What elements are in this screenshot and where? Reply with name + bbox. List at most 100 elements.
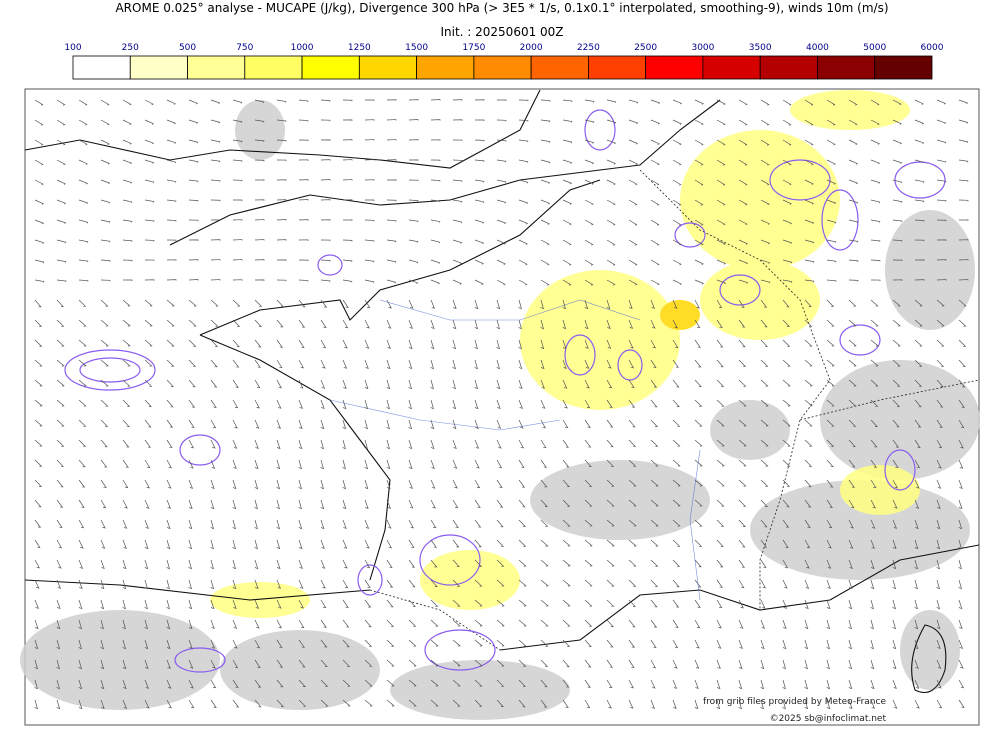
wind-barb (584, 479, 593, 487)
wind-barb (804, 599, 809, 610)
wind-barb (958, 379, 966, 388)
wind-barb (606, 659, 613, 668)
wind-barb (474, 479, 481, 489)
wind-barb (826, 279, 837, 282)
wind-barb (738, 279, 749, 284)
wind-barb (738, 699, 742, 710)
wind-barb (122, 419, 130, 428)
wind-barb (56, 199, 67, 205)
wind-barb (232, 319, 241, 327)
wind-barb (166, 619, 171, 630)
wind-barb (188, 399, 196, 408)
wind-barb (276, 179, 287, 181)
wind-barb (584, 559, 593, 567)
wind-barb (848, 419, 857, 427)
wind-barb (276, 279, 287, 282)
wind-barb (848, 119, 858, 126)
wind-barb (804, 519, 811, 528)
wind-barb (628, 619, 636, 628)
wind-barb (848, 99, 858, 106)
wind-barb (298, 559, 303, 569)
wind-barb (936, 599, 941, 610)
wind-barb (474, 119, 485, 121)
wind-barb (122, 179, 133, 184)
wind-barb (276, 559, 281, 570)
wind-barb (100, 139, 110, 145)
wind-barb (320, 379, 326, 389)
wind-barb (672, 659, 678, 669)
wind-barb (738, 479, 747, 487)
wind-barb (276, 459, 281, 470)
wind-barb (782, 579, 788, 589)
wind-barb (144, 679, 149, 689)
wind-barb (826, 239, 837, 244)
wind-barb (408, 99, 419, 101)
wind-barb (848, 379, 857, 387)
wind-barb (672, 579, 680, 588)
wind-barb (760, 139, 770, 146)
wind-barb (342, 339, 348, 349)
wind-barb (650, 319, 656, 329)
wind-barb (496, 479, 503, 488)
wind-barb (474, 619, 483, 627)
wind-barb (540, 679, 548, 688)
wind-barb (210, 559, 214, 570)
wind-barb (848, 399, 857, 407)
wind-barb (804, 499, 812, 508)
wind-barb (782, 199, 792, 205)
wind-barb (320, 239, 331, 242)
wind-barb (474, 299, 479, 310)
wind-barb (518, 119, 529, 122)
wind-barb (298, 519, 303, 530)
wind-barb (188, 239, 199, 241)
wind-barb (518, 199, 529, 205)
wind-barb (298, 319, 306, 328)
wind-barb (650, 479, 659, 487)
wind-barb (804, 639, 809, 650)
wind-barb (540, 539, 549, 547)
wind-barb (254, 339, 262, 348)
wind-barb (298, 359, 305, 369)
wind-barb (738, 619, 744, 629)
wind-barb (826, 459, 834, 468)
wind-barb (584, 339, 589, 349)
wind-barb (496, 539, 505, 547)
wind-barb (408, 479, 413, 489)
wind-barb (276, 159, 287, 162)
wind-barb (144, 499, 150, 509)
wind-barb (628, 379, 635, 388)
wind-barb (364, 459, 369, 470)
wind-barb (342, 419, 347, 430)
wind-barb (760, 99, 770, 106)
wind-barb (100, 459, 108, 468)
wind-barb (584, 679, 591, 688)
wind-barb (298, 599, 304, 609)
wind-barb (892, 339, 901, 347)
wind-barb (650, 299, 655, 309)
wind-barb (672, 259, 682, 266)
wind-barb (694, 419, 703, 427)
wind-barb (826, 539, 832, 549)
wind-barb (100, 359, 109, 367)
wind-barb (584, 99, 595, 103)
wind-barb (452, 119, 463, 121)
wind-barb (474, 359, 478, 370)
wind-barb (408, 699, 417, 707)
wind-barb (386, 579, 394, 588)
init-time: Init. : 20250601 00Z (440, 25, 563, 39)
wind-barb (166, 559, 171, 570)
wind-barb (584, 279, 594, 286)
wind-barb (166, 339, 175, 347)
wind-barb (804, 119, 814, 126)
wind-barb (276, 359, 283, 369)
wind-barb (892, 699, 898, 709)
wind-barb (166, 419, 174, 428)
wind-barb (188, 519, 193, 530)
wind-barb (78, 359, 87, 367)
wind-barb (144, 559, 149, 570)
wind-barb (606, 579, 615, 587)
wind-barb (738, 459, 747, 467)
wind-barb (364, 239, 375, 242)
wind-barb (892, 179, 903, 184)
wind-barb (936, 419, 943, 428)
